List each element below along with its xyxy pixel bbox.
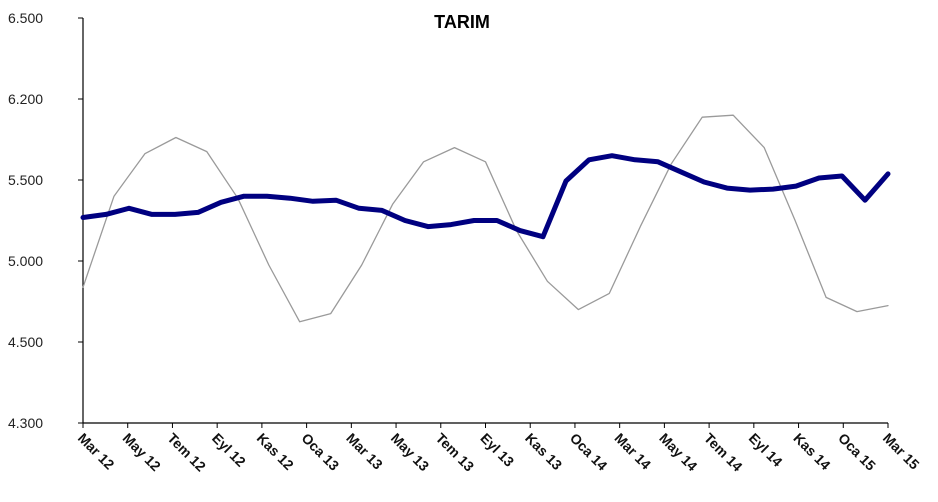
x-tick-label: May 14 [656,430,700,474]
y-tick-label: 5.000 [8,253,43,269]
y-tick-label: 4.500 [8,334,43,350]
x-tick-label: Mar 13 [343,430,386,473]
x-tick-label: Kas 12 [254,430,297,473]
chart-title: TARIM [434,12,490,32]
x-axis-ticks: Mar 12 May 12 Tem 12 Eyl 12 Kas 12 Oca 13 Mar … [75,423,923,475]
x-tick-label: Mar 14 [612,430,655,473]
x-tick-label: Tem 12 [164,430,209,475]
series-line-thick [80,153,891,240]
x-tick-label: May 13 [388,430,432,474]
y-tick-label: 6.200 [8,91,43,107]
x-tick-label: Eyl 12 [209,430,249,470]
y-tick-label: 6.500 [8,10,43,26]
x-tick-label: Mar 12 [75,430,118,473]
y-axis-ticks: 4.300 4.500 5.000 5.500 6.200 6.500 [8,10,83,431]
y-tick-label: 4.300 [8,415,43,431]
y-tick-label: 5.500 [8,172,43,188]
x-tick-label: Kas 13 [522,430,565,473]
x-tick-label: May 12 [120,430,164,474]
x-tick-label: Mar 15 [880,430,923,473]
x-tick-label: Oca 13 [298,430,342,474]
x-tick-label: Eyl 13 [477,430,517,470]
x-tick-label: Oca 15 [835,430,879,474]
series-layer [80,114,891,323]
x-tick-label: Oca 14 [567,430,611,474]
series-line-thin [82,114,889,323]
x-tick-label: Tem 14 [701,430,746,475]
x-tick-label: Tem 13 [433,430,478,475]
x-tick-label: Kas 14 [790,430,833,473]
x-tick-label: Eyl 14 [746,430,786,470]
